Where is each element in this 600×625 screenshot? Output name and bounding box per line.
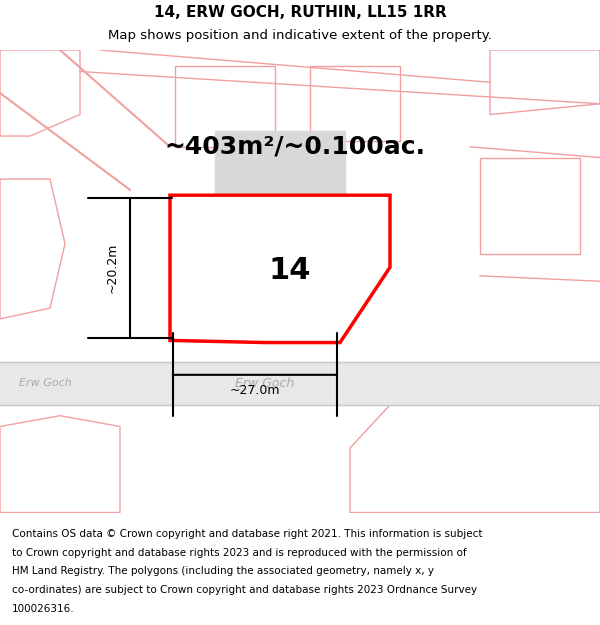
Text: 14, ERW GOCH, RUTHIN, LL15 1RR: 14, ERW GOCH, RUTHIN, LL15 1RR bbox=[154, 5, 446, 20]
Text: to Crown copyright and database rights 2023 and is reproduced with the permissio: to Crown copyright and database rights 2… bbox=[12, 548, 467, 558]
Text: co-ordinates) are subject to Crown copyright and database rights 2023 Ordnance S: co-ordinates) are subject to Crown copyr… bbox=[12, 585, 477, 595]
Bar bbox=[215, 131, 345, 254]
Text: Map shows position and indicative extent of the property.: Map shows position and indicative extent… bbox=[108, 29, 492, 42]
Bar bbox=[175, 66, 275, 147]
Text: ~403m²/~0.100ac.: ~403m²/~0.100ac. bbox=[164, 135, 425, 159]
Text: 14: 14 bbox=[269, 256, 311, 285]
Polygon shape bbox=[170, 195, 390, 342]
Text: Erw Goch: Erw Goch bbox=[235, 377, 295, 390]
Bar bbox=[0, 362, 600, 405]
Bar bbox=[480, 158, 580, 254]
Text: 100026316.: 100026316. bbox=[12, 604, 74, 614]
Text: ~27.0m: ~27.0m bbox=[230, 384, 280, 398]
Bar bbox=[310, 66, 400, 141]
Text: Erw Goch: Erw Goch bbox=[19, 378, 71, 388]
Text: ~20.2m: ~20.2m bbox=[106, 242, 119, 293]
Text: HM Land Registry. The polygons (including the associated geometry, namely x, y: HM Land Registry. The polygons (includin… bbox=[12, 566, 434, 576]
Text: Contains OS data © Crown copyright and database right 2021. This information is : Contains OS data © Crown copyright and d… bbox=[12, 529, 482, 539]
